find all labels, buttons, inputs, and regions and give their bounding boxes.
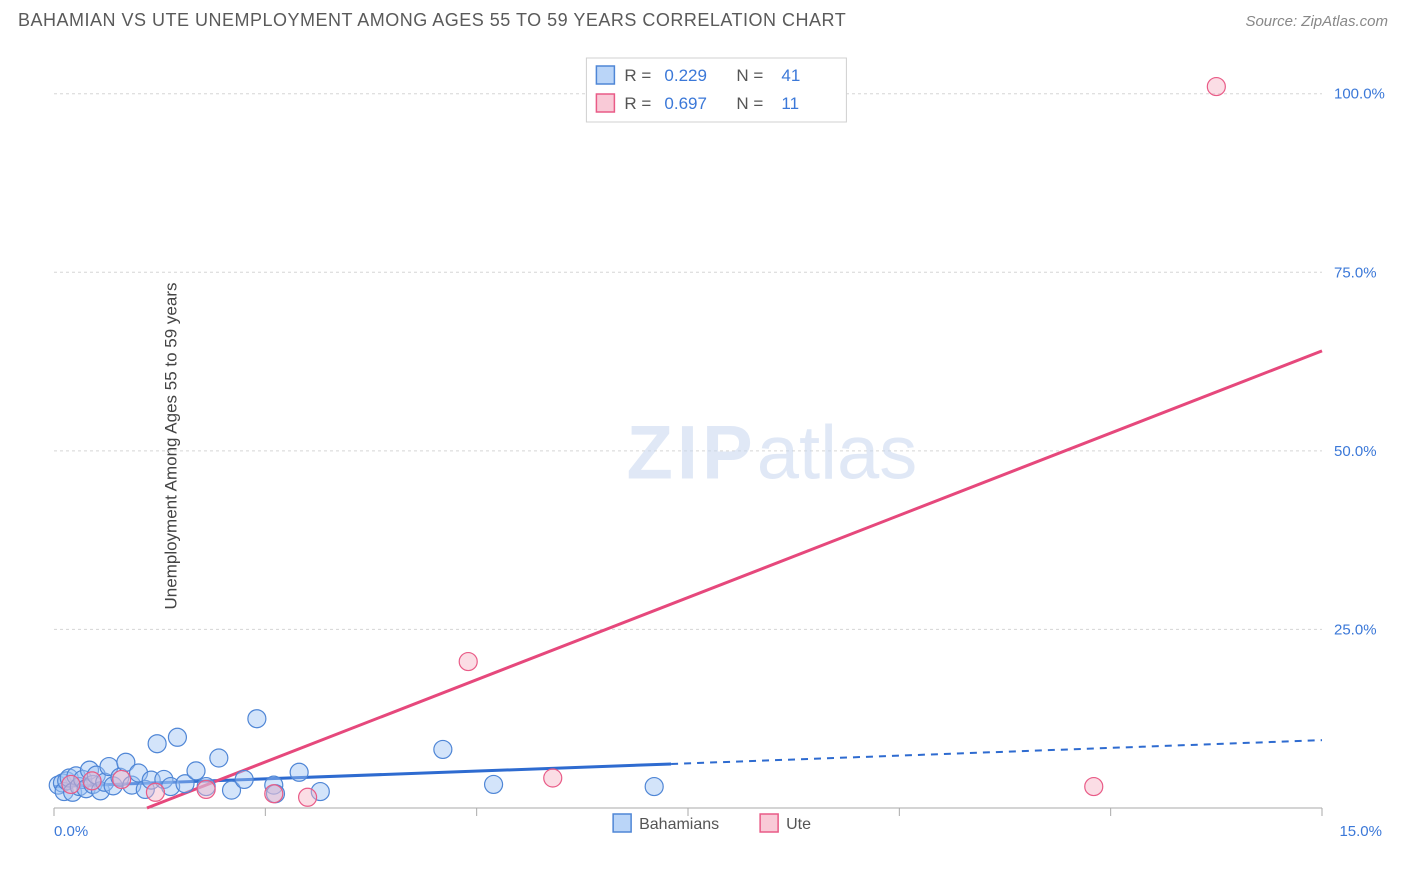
scatter-point-bahamians — [434, 740, 452, 758]
stats-r-label: R = — [624, 94, 651, 113]
scatter-point-ute — [265, 785, 283, 803]
scatter-point-ute — [197, 780, 215, 798]
scatter-point-bahamians — [645, 778, 663, 796]
stats-n-bahamians: 41 — [781, 66, 800, 85]
stats-n-ute: 11 — [781, 94, 799, 113]
plot-area: 25.0% 50.0% 75.0% 100.0% 0.0% 15.0% ZIPatlas R … — [52, 52, 1388, 842]
legend-swatch-ute — [760, 814, 778, 832]
stats-n-label: N = — [736, 66, 763, 85]
x-tick-label: 0.0% — [54, 823, 88, 840]
chart-title: BAHAMIAN VS UTE UNEMPLOYMENT AMONG AGES … — [18, 10, 846, 31]
scatter-point-bahamians — [290, 763, 308, 781]
scatter-point-bahamians — [210, 749, 228, 767]
scatter-point-ute — [113, 770, 131, 788]
stats-swatch-bahamians — [596, 66, 614, 84]
stats-r-label: R = — [624, 66, 651, 85]
legend-label-ute: Ute — [786, 816, 811, 833]
y-tick-label: 75.0% — [1334, 264, 1377, 281]
scatter-point-bahamians — [235, 770, 253, 788]
y-tick-label: 100.0% — [1334, 86, 1385, 103]
stats-r-ute: 0.697 — [664, 94, 707, 113]
scatter-point-ute — [146, 783, 164, 801]
chart-source: Source: ZipAtlas.com — [1245, 13, 1388, 30]
stats-r-bahamians: 0.229 — [664, 66, 707, 85]
chart-header: BAHAMIAN VS UTE UNEMPLOYMENT AMONG AGES … — [18, 10, 1388, 31]
scatter-point-bahamians — [168, 728, 186, 746]
scatter-point-bahamians — [148, 735, 166, 753]
scatter-point-ute — [1085, 778, 1103, 796]
scatter-point-ute — [544, 769, 562, 787]
scatter-point-bahamians — [248, 710, 266, 728]
y-tick-label: 50.0% — [1334, 443, 1377, 460]
watermark: ZIPatlas — [626, 411, 917, 496]
y-tick-label: 25.0% — [1334, 621, 1377, 638]
legend-swatch-bahamians — [613, 814, 631, 832]
scatter-point-ute — [299, 788, 317, 806]
legend-label-bahamians: Bahamians — [639, 816, 719, 833]
scatter-point-bahamians — [187, 762, 205, 780]
scatter-chart: 25.0% 50.0% 75.0% 100.0% 0.0% 15.0% ZIPatlas R … — [52, 52, 1388, 842]
stats-swatch-ute — [596, 94, 614, 112]
trend-line-bahamians-extrapolated — [671, 740, 1322, 764]
scatter-point-bahamians — [485, 775, 503, 793]
scatter-point-ute — [1207, 78, 1225, 96]
stats-n-label: N = — [736, 94, 763, 113]
x-tick-label: 15.0% — [1339, 823, 1382, 840]
scatter-point-ute — [62, 775, 80, 793]
scatter-point-ute — [83, 772, 101, 790]
scatter-point-ute — [459, 653, 477, 671]
